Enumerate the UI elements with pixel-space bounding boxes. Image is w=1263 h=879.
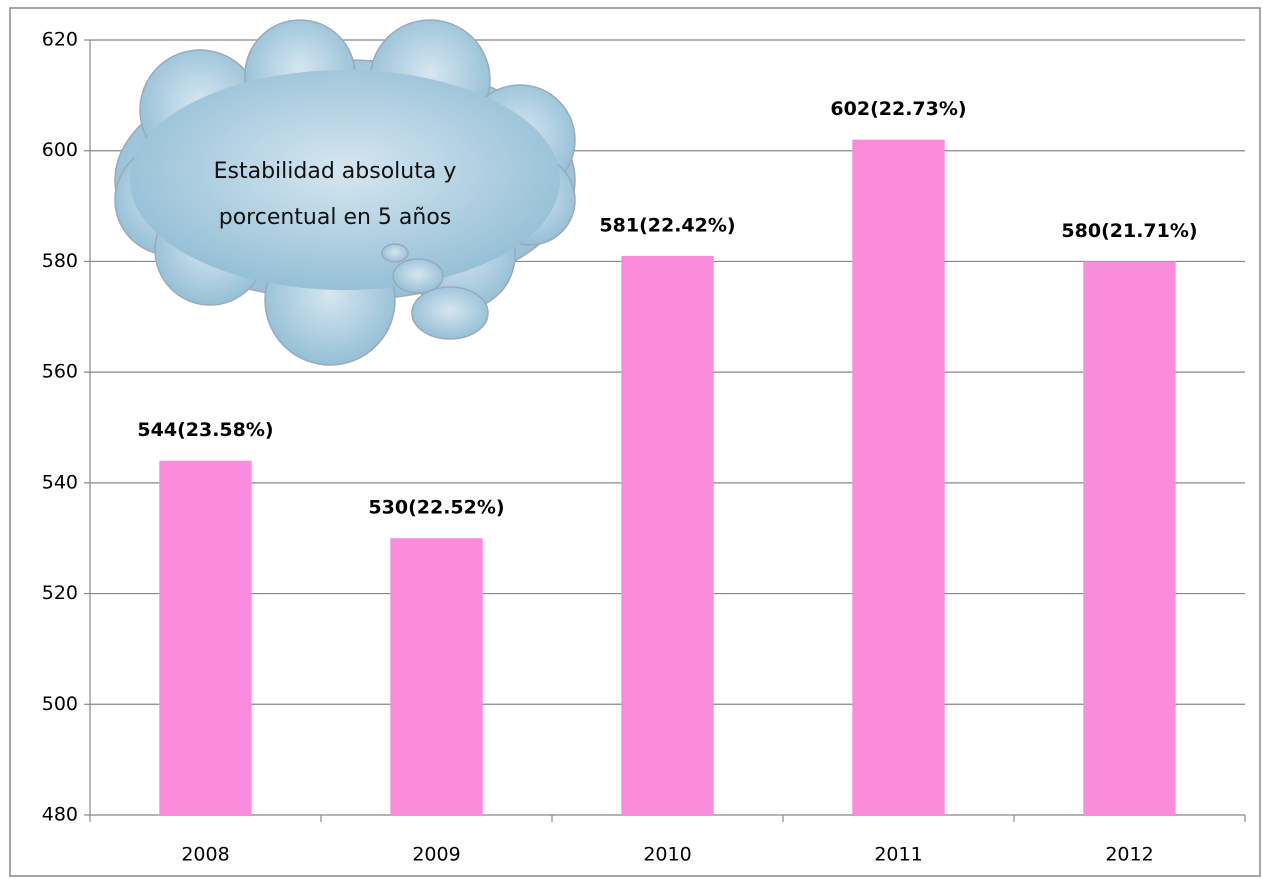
value-label: 602(22.73%) bbox=[830, 98, 966, 120]
bar bbox=[159, 460, 252, 815]
y-tick-label: 560 bbox=[42, 361, 78, 383]
x-tick-label: 2012 bbox=[1105, 844, 1153, 866]
cloud-text: porcentual en 5 años bbox=[219, 205, 452, 230]
y-tick-label: 500 bbox=[42, 693, 78, 715]
cloud-callout bbox=[114, 19, 576, 366]
y-tick-label: 620 bbox=[42, 29, 78, 51]
bar bbox=[621, 255, 714, 816]
x-tick-label: 2008 bbox=[181, 844, 229, 866]
value-label: 530(22.52%) bbox=[368, 497, 504, 519]
y-tick-label: 600 bbox=[42, 139, 78, 161]
x-tick-label: 2009 bbox=[412, 844, 460, 866]
value-label: 544(23.58%) bbox=[137, 419, 273, 441]
bar bbox=[390, 538, 483, 815]
bar bbox=[852, 139, 945, 816]
y-tick-label: 540 bbox=[42, 471, 78, 493]
value-label: 581(22.42%) bbox=[599, 214, 735, 236]
y-tick-label: 480 bbox=[42, 804, 78, 826]
x-tick-label: 2011 bbox=[874, 844, 922, 866]
bar bbox=[1083, 261, 1176, 815]
y-tick-label: 520 bbox=[42, 582, 78, 604]
x-tick-label: 2010 bbox=[643, 844, 691, 866]
plot-area: 480 500 520 540 560 580 600 620 2008 544(23.58%) 2… bbox=[42, 29, 1246, 866]
value-label: 580(21.71%) bbox=[1061, 220, 1197, 242]
y-tick-label: 580 bbox=[42, 250, 78, 272]
cloud-text: Estabilidad absoluta y bbox=[214, 159, 457, 184]
